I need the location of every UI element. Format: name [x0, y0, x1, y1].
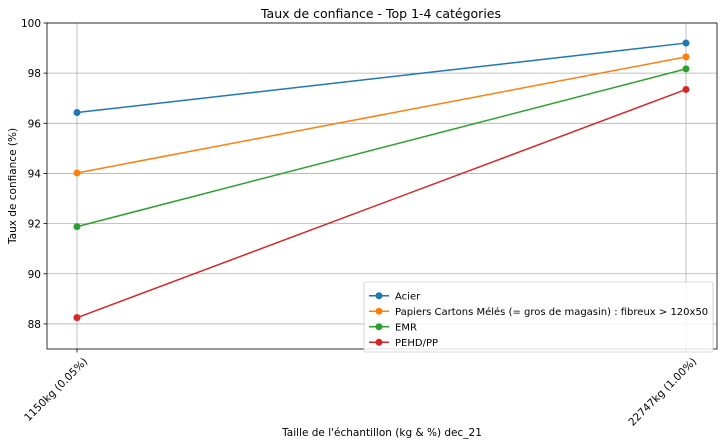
x-tick-label: 1150kg (0.05%) [22, 356, 90, 424]
legend-marker [375, 307, 383, 315]
y-tick-label: 92 [28, 219, 41, 231]
x-axis-label: Taille de l'échantillon (kg & %) dec_21 [281, 427, 482, 439]
data-point [682, 85, 690, 93]
series-line [76, 56, 687, 174]
y-tick-label: 96 [28, 118, 42, 130]
x-axis-ticks: 1150kg (0.05%) 22747kg (1.00%) [22, 349, 699, 429]
data-point [73, 314, 81, 322]
data-point [73, 223, 81, 231]
x-tick-label: 22747kg (1.00%) [626, 356, 699, 429]
series [73, 39, 690, 117]
series [73, 65, 690, 231]
y-axis-ticks: 88 90 92 94 96 98 100 [21, 18, 47, 331]
legend: Acier Papiers Cartons Mélés (= gros de ma… [363, 281, 714, 353]
legend-box [363, 281, 714, 353]
data-point [73, 169, 81, 177]
series-line [76, 88, 687, 319]
data-point [73, 109, 81, 117]
legend-label: PEHD/PP [395, 338, 438, 349]
series-layer [73, 39, 690, 322]
y-axis-label: Taux de confiance (%) [7, 128, 19, 245]
chart-title: Taux de confiance - Top 1-4 catégories [260, 6, 501, 21]
series-line [76, 68, 687, 228]
y-tick-label: 88 [28, 319, 41, 331]
legend-marker [375, 338, 383, 346]
legend-label: EMR [395, 322, 417, 333]
data-point [682, 53, 690, 61]
series-line [76, 42, 687, 114]
legend-item: EMR [369, 322, 417, 333]
data-point [682, 39, 690, 47]
legend-marker [375, 292, 383, 300]
legend-item: PEHD/PP [369, 338, 438, 349]
legend-item: Acier [369, 291, 421, 302]
series [73, 85, 690, 322]
y-tick-label: 100 [21, 18, 41, 30]
legend-item: Papiers Cartons Mélés (= gros de magasin… [369, 306, 708, 318]
y-tick-label: 90 [28, 269, 41, 281]
legend-label: Papiers Cartons Mélés (= gros de magasin… [395, 306, 708, 318]
series [73, 53, 690, 177]
data-point [682, 65, 690, 73]
legend-marker [375, 323, 383, 331]
y-tick-label: 94 [28, 168, 42, 180]
legend-label: Acier [395, 291, 421, 302]
y-tick-label: 98 [28, 68, 41, 80]
